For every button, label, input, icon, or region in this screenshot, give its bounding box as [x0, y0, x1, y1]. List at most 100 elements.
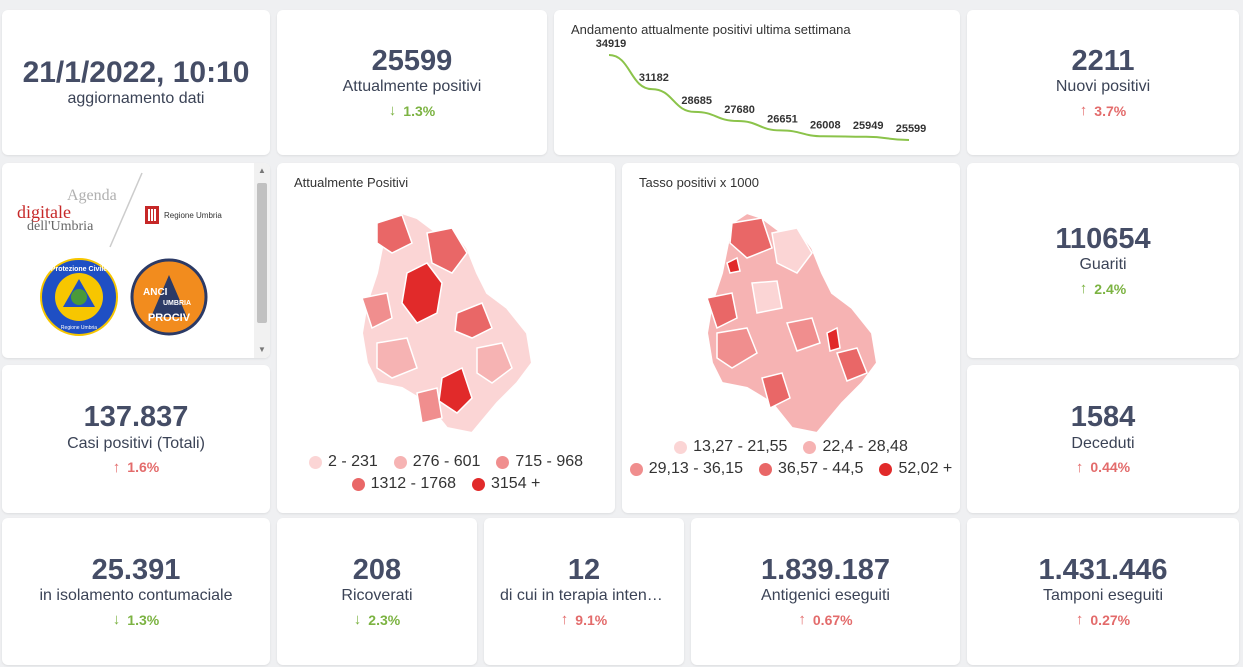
legend-dot: [629, 462, 643, 476]
kpi-nuovi-positivi: 2211 Nuovi positivi ↑ 3.7%: [967, 10, 1239, 155]
trend-chart: 34919 31182 28685 27680 26651 26008 25949 25599: [596, 38, 927, 141]
kpi-value: 137.837: [83, 401, 189, 434]
legend-label: 3154 +: [491, 475, 541, 492]
kpi-change-value: 0.27%: [1090, 611, 1131, 628]
arrow-down-icon: ↓: [112, 611, 121, 629]
trend-data-label: 28685: [681, 95, 712, 107]
agenda-digitale-logo: Agenda digitale dell'Umbria: [17, 187, 117, 234]
trend-data-label: 26651: [767, 113, 798, 125]
legend-dot: [674, 440, 688, 454]
kpi-value: 1584: [1070, 401, 1136, 434]
kpi-change: ↑ 1.6%: [113, 459, 159, 476]
trend-chart-card: Andamento attualmente positivi ultima se…: [554, 10, 960, 155]
trend-series-line: [608, 54, 910, 141]
scroll-thumb[interactable]: [257, 183, 267, 323]
kpi-change: ↑ 0.27%: [1076, 611, 1130, 628]
kpi-change: ↑ 3.7%: [1080, 102, 1126, 119]
kpi-change-value: 3.7%: [1094, 102, 1127, 119]
kpi-terapia-intensiva: 12 di cui in terapia intensiva ↑ 9.1%: [484, 518, 684, 665]
trend-data-label: 27680: [724, 104, 755, 116]
anci-prociv-logo: ANCI UMBRIA PROCIV: [130, 258, 208, 336]
kpi-label: Attualmente positivi: [342, 78, 482, 96]
kpi-change-value: 0.67%: [812, 611, 853, 628]
legend-item: 13,27 - 21,55: [674, 438, 787, 456]
trend-data-label: 34919: [596, 38, 627, 50]
update-datetime: 21/1/2022, 10:10: [22, 55, 250, 89]
map-legend: 2 - 231 276 - 601 715 - 968 1312 - 1768 …: [277, 453, 615, 493]
kpi-deceduti: 1584 Deceduti ↑ 0.44%: [967, 365, 1239, 513]
legend-item: 2 - 231: [308, 453, 378, 471]
scroll-up-arrow[interactable]: ▲: [258, 166, 266, 175]
map-legend: 13,27 - 21,55 22,4 - 28,48 29,13 - 36,15…: [622, 438, 960, 478]
arrow-up-icon: ↑: [560, 611, 569, 629]
legend-item: 3154 +: [472, 475, 540, 493]
kpi-label: Nuovi positivi: [1055, 78, 1151, 96]
legend-label: 22,4 - 28,48: [822, 438, 908, 455]
legend-item: 36,57 - 44,5: [759, 460, 863, 478]
divider-line: [109, 172, 143, 248]
logo-text: ANCI: [143, 287, 168, 298]
trend-data-label: 25599: [896, 123, 927, 135]
trend-data-label: 31182: [639, 72, 669, 84]
kpi-value: 25599: [371, 44, 453, 77]
arrow-up-icon: ↑: [112, 458, 121, 476]
legend-dot: [308, 455, 322, 469]
kpi-change-value: 1.6%: [127, 459, 160, 476]
logos-card: Agenda digitale dell'Umbria Regione Umbr…: [2, 163, 270, 358]
arrow-down-icon: ↓: [353, 611, 362, 629]
regione-umbria-icon: [145, 206, 159, 224]
kpi-value: 12: [567, 553, 601, 586]
kpi-value: 1.431.446: [1038, 553, 1168, 586]
regione-umbria-logo: Regione Umbria: [144, 205, 222, 225]
legend-label: 2 - 231: [327, 453, 378, 470]
legend-item: 22,4 - 28,48: [803, 438, 908, 456]
logos-area: Agenda digitale dell'Umbria Regione Umbr…: [2, 163, 254, 358]
logo-text: Protezione Civile: [51, 266, 108, 273]
kpi-isolamento: 25.391 in isolamento contumaciale ↓ 1.3%: [2, 518, 270, 665]
legend-item: 1312 - 1768: [351, 475, 456, 493]
kpi-label: Tamponi eseguiti: [1042, 587, 1164, 605]
kpi-value: 1.839.187: [760, 553, 890, 586]
map-tasso: [705, 211, 879, 435]
logos-scrollbar[interactable]: ▲ ▼: [254, 163, 270, 358]
legend-label: 29,13 - 36,15: [648, 460, 744, 477]
legend-item: 276 - 601: [393, 453, 480, 471]
kpi-guariti: 110654 Guariti ↑ 2.4%: [967, 163, 1239, 358]
map-card-tasso: Tasso positivi x 1000 13,27 - 21,55 22,4…: [622, 163, 960, 513]
scroll-down-arrow[interactable]: ▼: [258, 345, 266, 354]
kpi-label: in isolamento contumaciale: [39, 587, 233, 605]
kpi-label: Antigenici eseguiti: [761, 587, 890, 605]
kpi-value: 2211: [1071, 44, 1135, 77]
kpi-value: 110654: [1055, 222, 1151, 255]
logo-text: dell'Umbria: [27, 219, 94, 234]
map-card-positivi: Attualmente Positivi 2 - 231 276 - 601 7…: [277, 163, 615, 513]
legend-label: 1312 - 1768: [370, 475, 456, 492]
legend-dot: [393, 455, 407, 469]
kpi-value: 25.391: [91, 553, 181, 586]
kpi-label: Guariti: [1079, 256, 1127, 274]
kpi-change: ↑ 2.4%: [1080, 280, 1126, 297]
map-positivi: [360, 211, 534, 435]
legend-dot: [351, 477, 365, 491]
legend-dot: [496, 455, 510, 469]
logo-text: UMBRIA: [163, 300, 191, 307]
kpi-casi-totali: 137.837 Casi positivi (Totali) ↑ 1.6%: [2, 365, 270, 513]
arrow-up-icon: ↑: [1079, 280, 1088, 298]
kpi-change: ↑ 9.1%: [561, 611, 607, 628]
legend-item: 715 - 968: [496, 453, 583, 471]
legend-label: 52,02 +: [898, 460, 953, 477]
legend-dot: [759, 462, 773, 476]
kpi-change: ↓ 1.3%: [113, 611, 159, 628]
kpi-change-value: 2.3%: [368, 611, 401, 628]
update-label: aggiornamento dati: [67, 90, 205, 108]
protezione-civile-logo: Protezione Civile Regione Umbria: [40, 258, 118, 336]
kpi-attualmente-positivi: 25599 Attualmente positivi ↓ 1.3%: [277, 10, 547, 155]
kpi-label: di cui in terapia intensiva: [500, 587, 668, 605]
legend-item: 52,02 +: [879, 460, 952, 478]
kpi-change-value: 0.44%: [1090, 459, 1131, 476]
kpi-change: ↓ 1.3%: [389, 102, 435, 119]
kpi-change-value: 2.4%: [1094, 280, 1127, 297]
arrow-up-icon: ↑: [798, 611, 806, 629]
legend-label: 36,57 - 44,5: [778, 460, 864, 477]
update-card: 21/1/2022, 10:10 aggiornamento dati: [2, 10, 270, 155]
